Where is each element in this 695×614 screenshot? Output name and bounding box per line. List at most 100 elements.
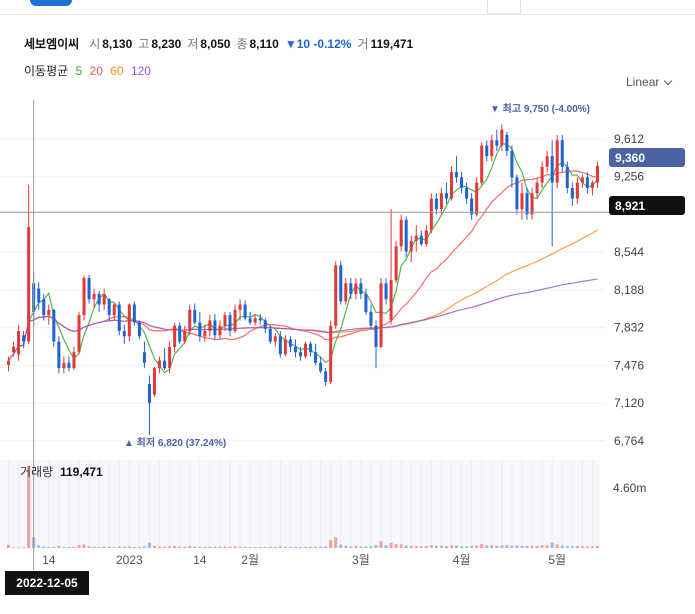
candle-body [354,283,358,294]
volume-bar [334,537,338,548]
volume-bar [580,546,584,548]
volume-bar [22,547,26,549]
volume-bar [278,546,282,548]
volume-bar [404,545,408,548]
period-tab-selected[interactable] [30,0,72,6]
scale-selector[interactable]: Linear [626,75,673,89]
moving-average-lines [8,142,598,374]
volume-bar [535,545,539,548]
candle-body [419,235,423,245]
y-tick-label: 7,832 [614,321,644,335]
volume-bar [228,546,232,548]
candle-body [404,219,408,252]
volume-bar [389,542,393,548]
volume-bar [57,545,61,548]
volume-bar [293,546,297,548]
candle-body [530,193,534,215]
volume-title-value: 119,471 [60,465,103,479]
volume-bar [47,546,51,548]
candle-body [520,193,524,210]
candle-body [228,315,232,332]
candle-body [163,360,167,369]
candle-body [349,283,353,294]
open-label: 시 [89,37,101,51]
period-tab[interactable] [487,0,521,14]
volume-bar [349,546,353,548]
candle-body [525,193,529,215]
ma-period-60[interactable]: 60 [110,64,124,78]
volume-bar [434,545,438,548]
candle-body [208,320,212,332]
grid [0,138,605,442]
x-tick-label: 14 [42,553,56,567]
volume-bar [555,544,559,548]
candle-body [263,320,267,329]
volume-bar [319,546,323,548]
x-tick-label: 2023 [116,553,143,567]
volume-bar [374,545,378,548]
candle-body [339,265,343,302]
candle-body [449,172,454,199]
candle-body [7,360,11,365]
ma-period-5[interactable]: 5 [75,64,83,78]
low-value: 8,050 [200,37,231,51]
volume-bar [198,546,202,548]
candle-body [178,325,182,342]
candle-body [490,140,494,157]
volume-bar [414,546,418,548]
crosshair-price-value: 8,921 [615,199,645,213]
candle-body [233,309,237,332]
volume-bar [112,546,116,548]
volume-bar [183,546,187,548]
volume-bar [52,546,56,548]
candle-body [389,280,393,321]
candle-body [188,309,192,332]
candle-body [364,293,368,312]
candle-body [22,335,26,342]
volume-bar [82,544,86,548]
volume-bar [137,546,141,548]
ma-period-20[interactable]: 20 [89,64,103,78]
candle-body [298,352,302,357]
volume-bar [515,545,519,548]
volume-bar [12,547,16,549]
candle-body [485,145,489,157]
candle-body [480,145,484,183]
volume-bar [560,545,564,548]
volume-bar [475,545,479,548]
volume-bar [188,546,192,548]
volume-bar [470,546,474,548]
volume-bar [127,546,131,548]
low-label: 저 [187,37,199,51]
candle-body [47,309,51,316]
volume-bar [107,546,111,548]
candle-body [223,315,227,326]
volume-bar [394,544,398,548]
candle-body [460,177,464,188]
volume-title: 거래량 [20,465,53,479]
volume-bar [163,546,167,548]
volume-bar [288,546,292,548]
volume-bar [97,546,101,548]
candle-body [27,227,31,342]
y-tick-label: 9,256 [614,170,644,184]
candle-body [238,304,242,310]
y-tick-label: 7,476 [614,358,644,372]
candle-body [304,343,308,357]
candle-body [127,304,131,337]
volume-bar [7,544,11,548]
volume-bar [283,546,287,548]
volume-bar [37,545,41,548]
candle-body [17,331,21,355]
volume-bar [449,545,454,548]
candle-body [82,278,86,316]
candle-body [324,371,328,382]
candle-body [288,339,292,347]
ma-period-120[interactable]: 120 [130,64,151,78]
y-tick-label: 9,612 [614,132,644,146]
candle-body [344,283,348,302]
candle-body [500,129,504,146]
candle-body [495,140,499,146]
candle-body [268,328,272,342]
